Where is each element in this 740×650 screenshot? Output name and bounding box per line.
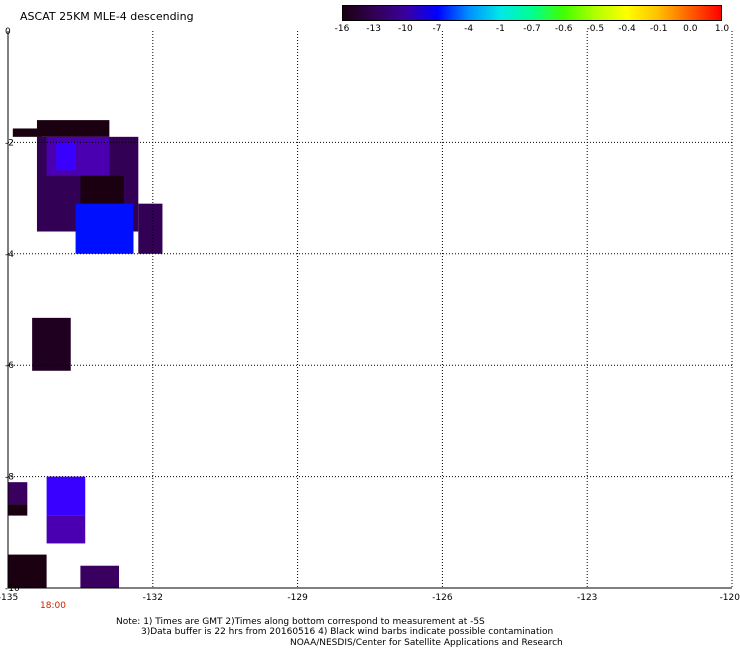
- data-cell: [32, 317, 71, 371]
- colorbar-label: 0.0: [683, 24, 698, 34]
- y-tick-label: -6: [5, 361, 14, 371]
- colorbar-label: -0.6: [554, 24, 573, 34]
- data-cell: [8, 554, 47, 588]
- data-cell: [80, 565, 120, 588]
- x-tick-label: -129: [287, 593, 308, 603]
- x-tick-label: -120: [720, 593, 740, 603]
- colorbar: [342, 5, 722, 21]
- colorbar-label: -0.1: [649, 24, 668, 34]
- data-cell: [75, 203, 134, 254]
- colorbar-label: -7: [432, 24, 442, 34]
- map-title: ASCAT 25KM MLE-4 descending: [20, 10, 194, 23]
- y-tick-label: -10: [5, 584, 20, 594]
- colorbar-label: -0.7: [523, 24, 541, 34]
- colorbar-label: -0.4: [618, 24, 636, 34]
- y-tick-label: 0: [5, 27, 11, 37]
- data-cell: [80, 175, 124, 204]
- data-cell: [36, 120, 110, 137]
- colorbar-label: -10: [397, 24, 413, 34]
- x-tick-label: -132: [143, 593, 163, 603]
- y-tick-label: -8: [5, 473, 14, 483]
- data-cell: [8, 504, 28, 516]
- note-line-2: 3)Data buffer is 22 hrs from 20160516 4)…: [141, 627, 554, 637]
- x-tick-label: -123: [577, 593, 597, 603]
- x-tick-label: -126: [432, 593, 453, 603]
- x-tick-label: -135: [0, 593, 18, 603]
- colorbar-label: -13: [366, 24, 382, 34]
- time-label: 18:00: [40, 601, 66, 611]
- data-cell: [12, 128, 42, 137]
- note-line-3: NOAA/NESDIS/Center for Satellite Applica…: [290, 638, 563, 648]
- data-cell: [46, 476, 86, 516]
- data-cell: [138, 203, 163, 254]
- note-line-1: Note: 1) Times are GMT 2)Times along bot…: [116, 617, 485, 627]
- data-cell: [8, 482, 28, 505]
- data-cell: [46, 515, 86, 544]
- colorbar-labels: -16 -13 -10 -7 -4 -1 -0.7 -0.6 -0.5 -0.4 -0.1 0.0 1.…: [335, 24, 730, 38]
- colorbar-label: -1: [495, 24, 505, 34]
- data-cell: [56, 142, 76, 171]
- colorbar-label: -4: [464, 24, 474, 34]
- y-tick-label: -4: [5, 250, 14, 260]
- colorbar-label: -0.5: [586, 24, 605, 34]
- colorbar-label: 1.0: [714, 24, 730, 34]
- y-tick-label: -2: [5, 138, 14, 148]
- colorbar-label: -16: [334, 24, 350, 34]
